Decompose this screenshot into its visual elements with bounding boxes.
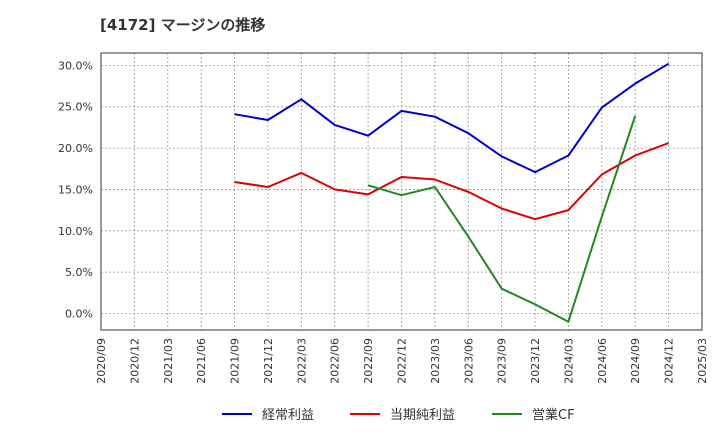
legend-label: 営業CF bbox=[532, 407, 575, 423]
x-tick-label: 2022/12 bbox=[396, 338, 409, 384]
y-tick-label: 15.0% bbox=[58, 183, 93, 196]
legend-label: 経常利益 bbox=[262, 408, 314, 423]
legend-label: 当期純利益 bbox=[390, 408, 455, 423]
x-tick-label: 2020/12 bbox=[128, 338, 141, 384]
x-tick-label: 2023/09 bbox=[496, 338, 509, 384]
x-tick-label: 2024/06 bbox=[596, 338, 609, 384]
x-tick-label: 2024/03 bbox=[562, 338, 575, 384]
y-tick-label: 5.0% bbox=[65, 266, 93, 279]
x-tick-label: 2024/12 bbox=[663, 338, 676, 384]
x-tick-label: 2022/09 bbox=[362, 338, 375, 384]
y-tick-label: 30.0% bbox=[58, 59, 93, 72]
y-tick-label: 10.0% bbox=[58, 225, 93, 238]
y-tick-label: 20.0% bbox=[58, 142, 93, 155]
plot-frame bbox=[100, 52, 703, 331]
y-tick-labels: 0.0% 5.0% 10.0% 15.0% 20.0% 25.0% 30.0% bbox=[58, 59, 93, 320]
x-tick-label: 2020/09 bbox=[95, 338, 108, 384]
x-tick-label: 2021/12 bbox=[262, 338, 275, 384]
y-tick-label: 0.0% bbox=[65, 307, 93, 320]
x-tick-label: 2023/12 bbox=[529, 338, 542, 384]
grid-lines bbox=[101, 53, 702, 330]
x-tick-label: 2023/06 bbox=[462, 338, 475, 384]
series-lines bbox=[234, 62, 670, 323]
x-tick-labels: 2020/09 2020/12 2021/03 2021/06 2021/09 2021/… bbox=[95, 338, 709, 384]
x-tick-label: 2021/09 bbox=[229, 338, 242, 384]
legend: 経常利益 当期純利益 営業CF bbox=[222, 407, 575, 423]
series-line bbox=[367, 115, 637, 323]
series-line bbox=[234, 62, 670, 174]
series-line bbox=[234, 142, 669, 221]
x-tick-label: 2021/06 bbox=[195, 338, 208, 384]
x-tick-label: 2023/03 bbox=[429, 338, 442, 384]
x-tick-label: 2022/06 bbox=[329, 338, 342, 384]
x-tick-label: 2022/03 bbox=[295, 338, 308, 384]
chart-title: [4172] マージンの推移 bbox=[100, 16, 265, 34]
x-tick-label: 2024/09 bbox=[629, 338, 642, 384]
x-tick-label: 2025/03 bbox=[696, 338, 709, 384]
y-tick-label: 25.0% bbox=[58, 101, 93, 114]
x-tick-label: 2021/03 bbox=[162, 338, 175, 384]
